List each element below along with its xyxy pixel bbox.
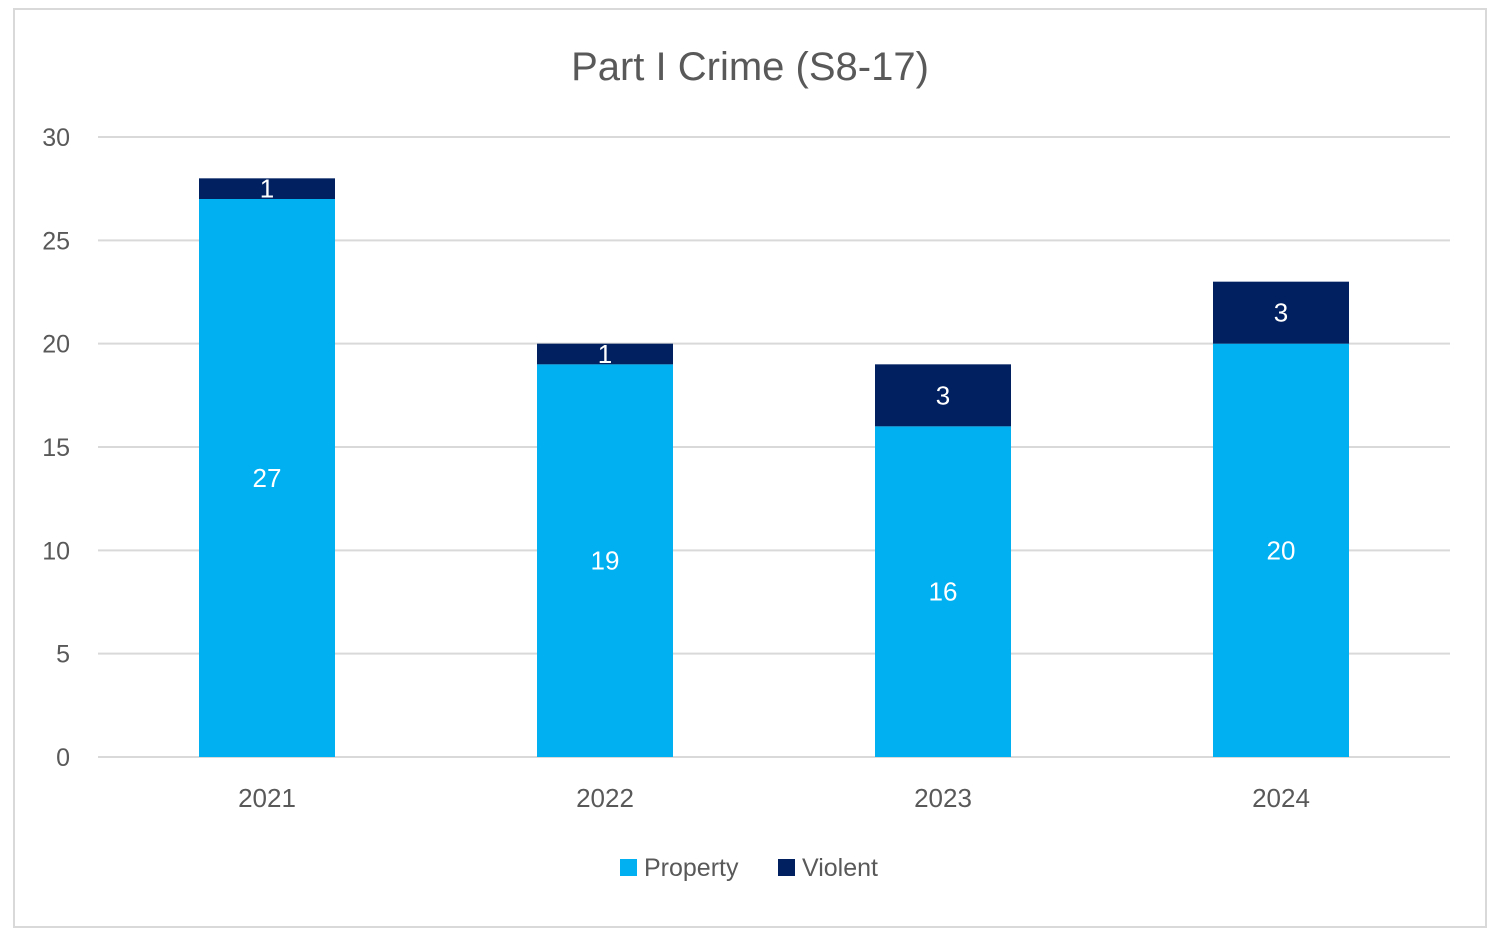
x-tick-label: 2021 — [238, 783, 296, 813]
legend-swatch-violent — [778, 859, 795, 876]
bar-property — [199, 199, 335, 757]
bar-property — [537, 364, 673, 757]
data-label: 27 — [253, 463, 282, 493]
y-tick-label: 10 — [42, 537, 70, 565]
y-axis-ticks: 0 5 10 15 20 25 30 — [42, 124, 70, 772]
x-axis-ticks: 2021 2022 2023 2024 — [238, 783, 1310, 813]
data-labels: 27 1 19 1 16 3 20 3 — [253, 174, 1296, 607]
data-label: 19 — [591, 546, 620, 576]
x-tick-label: 2024 — [1252, 783, 1310, 813]
y-tick-label: 20 — [42, 331, 70, 359]
y-tick-label: 25 — [42, 227, 70, 255]
chart-title: Part I Crime (S8-17) — [571, 45, 929, 89]
x-tick-label: 2022 — [576, 783, 634, 813]
bar-property — [875, 426, 1011, 757]
data-label: 3 — [936, 380, 950, 410]
data-label: 16 — [929, 577, 958, 607]
data-label: 1 — [598, 339, 612, 369]
legend-label-violent: Violent — [802, 854, 878, 882]
data-label: 3 — [1274, 298, 1288, 328]
legend: Property Violent — [620, 854, 878, 882]
bar-violent — [537, 343, 673, 365]
bar-property — [1213, 343, 1349, 757]
y-tick-label: 5 — [56, 641, 70, 669]
bar-violent — [875, 364, 1011, 427]
legend-swatch-property — [620, 859, 637, 876]
data-label: 20 — [1267, 535, 1296, 565]
x-tick-label: 2023 — [914, 783, 972, 813]
y-tick-label: 15 — [42, 434, 70, 462]
legend-label-property: Property — [644, 854, 739, 882]
bar-violent — [1213, 281, 1349, 344]
bars — [199, 178, 1349, 757]
y-tick-label: 0 — [56, 744, 70, 772]
y-tick-label: 30 — [42, 124, 70, 152]
bar-violent — [199, 178, 335, 199]
data-label: 1 — [260, 174, 274, 204]
